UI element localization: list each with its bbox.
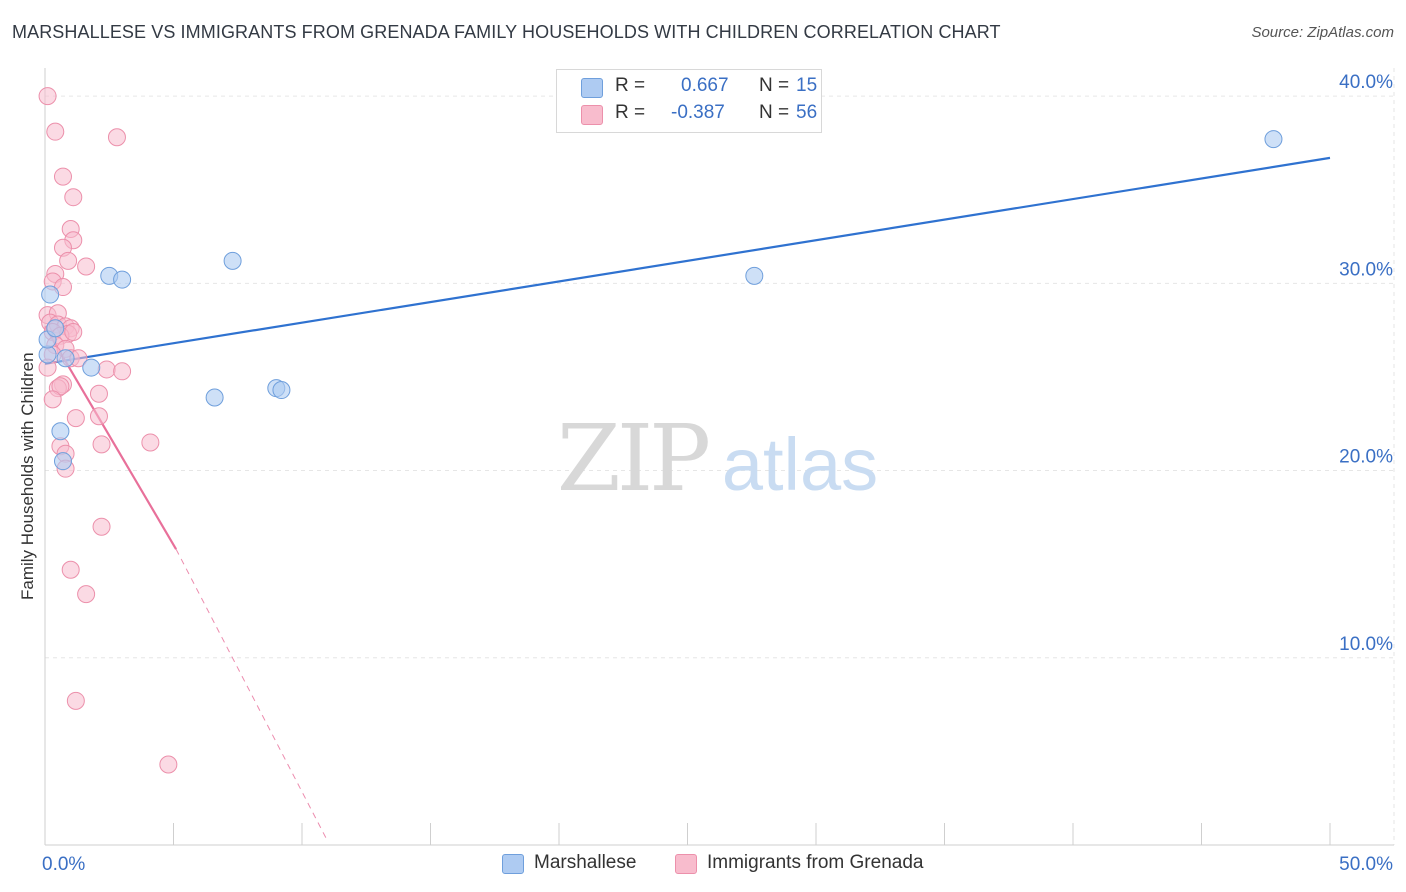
trendline-marshallese bbox=[44, 156, 1331, 365]
y-tick-label: 30.0% bbox=[1339, 259, 1393, 280]
point-grenada bbox=[77, 257, 96, 276]
source-label: Source: ZipAtlas.com bbox=[1251, 24, 1394, 41]
trendline-grenada-extension bbox=[175, 548, 329, 842]
legend-r-label: R = bbox=[615, 102, 646, 123]
point-grenada bbox=[59, 251, 78, 270]
point-grenada bbox=[61, 560, 80, 579]
point-grenada bbox=[113, 362, 132, 381]
legend-r-label: R = bbox=[615, 75, 646, 96]
point-marshallese bbox=[51, 422, 70, 441]
point-grenada bbox=[89, 384, 108, 403]
point-marshallese bbox=[1264, 130, 1283, 149]
point-marshallese bbox=[223, 251, 242, 270]
watermark-zip: ZIP bbox=[557, 405, 708, 512]
point-grenada bbox=[97, 360, 116, 379]
legend-r-value: -0.387 bbox=[671, 102, 725, 123]
y-tick-label: 20.0% bbox=[1339, 447, 1393, 468]
correlation-legend: R = 0.667 N = 15 R = -0.387 N = 56 bbox=[556, 69, 822, 133]
point-grenada bbox=[66, 691, 85, 710]
point-grenada bbox=[92, 517, 111, 536]
point-marshallese bbox=[82, 358, 101, 377]
bottom-legend-swatch-blue bbox=[502, 854, 524, 874]
legend-swatch-pink bbox=[581, 105, 603, 125]
chart-title: MARSHALLESE VS IMMIGRANTS FROM GRENADA F… bbox=[12, 22, 1001, 42]
point-grenada bbox=[107, 128, 126, 147]
point-grenada bbox=[64, 188, 83, 207]
point-grenada bbox=[38, 87, 57, 106]
point-marshallese bbox=[205, 388, 224, 407]
point-grenada bbox=[89, 407, 108, 426]
point-marshallese bbox=[53, 452, 72, 471]
point-grenada bbox=[92, 435, 111, 454]
point-grenada bbox=[46, 122, 65, 141]
point-grenada bbox=[141, 433, 160, 452]
x-tick-label: 0.0% bbox=[42, 854, 85, 875]
point-grenada bbox=[64, 322, 83, 341]
x-tick-label: 50.0% bbox=[1339, 854, 1393, 875]
y-tick-label: 40.0% bbox=[1339, 72, 1393, 93]
point-grenada bbox=[77, 585, 96, 604]
legend-n-value: 15 bbox=[796, 75, 818, 96]
point-grenada bbox=[159, 755, 178, 774]
bottom-legend-label: Marshallese bbox=[534, 852, 637, 873]
legend-n-label: N = bbox=[759, 75, 790, 96]
point-marshallese bbox=[41, 285, 60, 304]
point-grenada bbox=[43, 390, 62, 409]
point-marshallese bbox=[56, 349, 75, 368]
legend-n-value: 56 bbox=[796, 102, 818, 123]
point-grenada bbox=[66, 409, 85, 428]
point-marshallese bbox=[272, 381, 291, 400]
y-axis-title: Family Households with Children bbox=[18, 352, 37, 600]
bottom-legend-label: Immigrants from Grenada bbox=[707, 852, 924, 873]
watermark-atlas: atlas bbox=[722, 423, 878, 506]
y-tick-label: 10.0% bbox=[1339, 634, 1393, 655]
point-grenada bbox=[53, 167, 72, 186]
point-marshallese bbox=[745, 266, 764, 285]
legend-n-label: N = bbox=[759, 102, 790, 123]
point-marshallese bbox=[46, 319, 65, 338]
point-marshallese bbox=[113, 270, 132, 289]
legend-r-value: 0.667 bbox=[681, 75, 729, 96]
bottom-legend-swatch-pink bbox=[675, 854, 697, 874]
legend-swatch-blue bbox=[581, 78, 603, 98]
point-marshallese bbox=[38, 345, 57, 364]
